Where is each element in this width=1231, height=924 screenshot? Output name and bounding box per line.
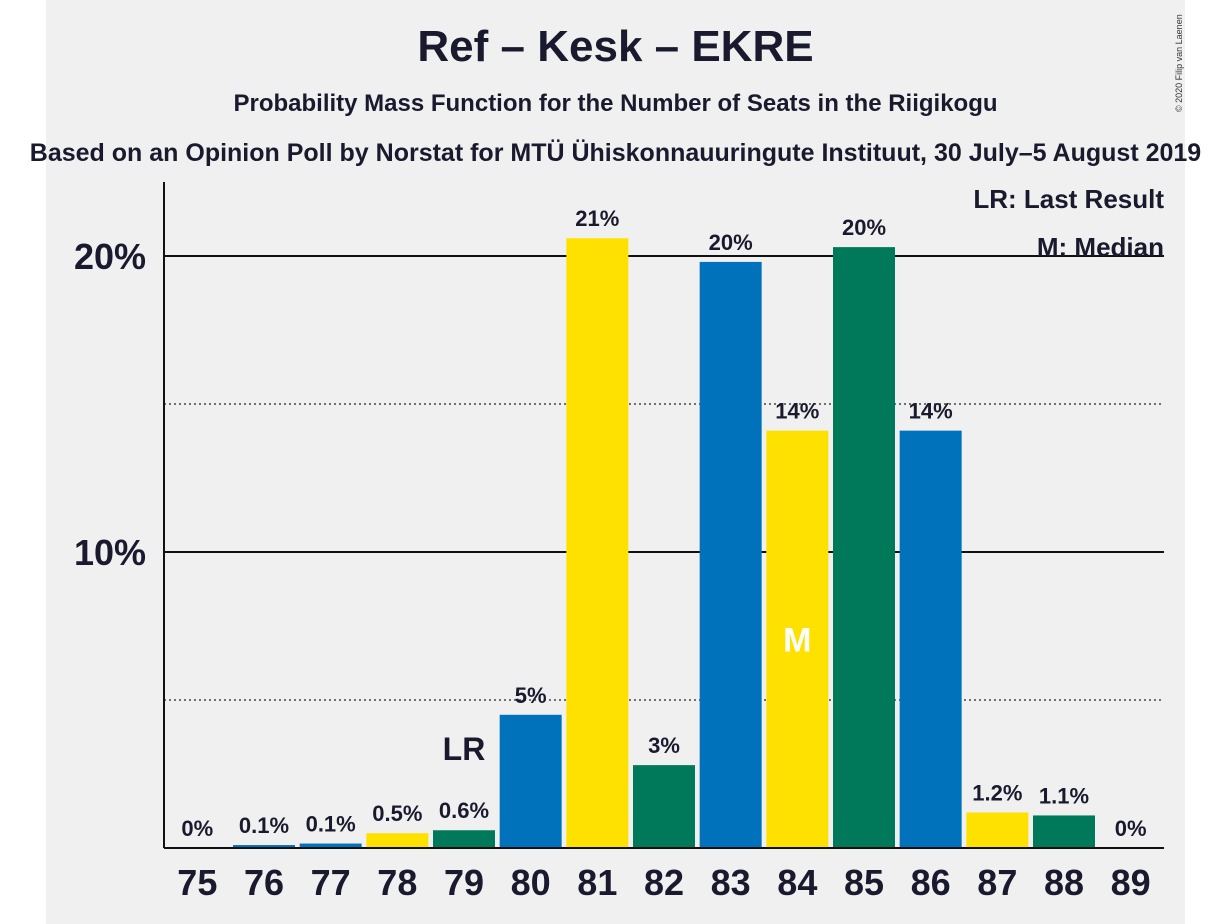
bar xyxy=(499,714,562,848)
x-tick-label: 88 xyxy=(1044,862,1084,903)
bar xyxy=(299,843,362,848)
bar-value-label: 3% xyxy=(648,733,680,758)
x-tick-label: 80 xyxy=(511,862,551,903)
x-tick-label: 78 xyxy=(377,862,417,903)
bar xyxy=(699,261,762,848)
bar-value-label: 21% xyxy=(575,206,619,231)
bar-value-label: 20% xyxy=(709,230,753,255)
x-tick-label: 79 xyxy=(444,862,484,903)
bar-value-label: 20% xyxy=(842,215,886,240)
x-tick-label: 76 xyxy=(244,862,284,903)
bar xyxy=(566,238,629,849)
bar-value-label: 0% xyxy=(181,816,213,841)
x-tick-label: 89 xyxy=(1111,862,1151,903)
bar xyxy=(233,845,295,848)
x-tick-label: 81 xyxy=(577,862,617,903)
bar-value-label: 14% xyxy=(775,399,819,424)
bar-value-label: 14% xyxy=(909,399,953,424)
bar-value-label: 1.2% xyxy=(972,780,1022,805)
last-result-marker: LR xyxy=(443,731,486,767)
x-tick-label: 77 xyxy=(311,862,351,903)
x-tick-label: 84 xyxy=(777,862,817,903)
bar-value-label: 0.5% xyxy=(372,801,422,826)
x-tick-label: 87 xyxy=(977,862,1017,903)
chart-source: Based on an Opinion Poll by Norstat for … xyxy=(29,139,1202,167)
bar-value-label: 0% xyxy=(1115,816,1147,841)
bar-value-label: 1.1% xyxy=(1039,783,1089,808)
x-tick-label: 82 xyxy=(644,862,684,903)
bar xyxy=(766,430,829,848)
bar-value-label: 0.6% xyxy=(439,798,489,823)
bar-value-label: 0.1% xyxy=(239,813,289,838)
median-marker: M xyxy=(783,621,811,659)
y-tick-label: 10% xyxy=(74,532,146,573)
x-tick-label: 85 xyxy=(844,862,884,903)
bar xyxy=(833,247,895,848)
bar xyxy=(966,812,1029,848)
x-tick-label: 83 xyxy=(711,862,751,903)
x-tick-label: 86 xyxy=(911,862,951,903)
bar xyxy=(433,830,495,848)
bar-value-label: 5% xyxy=(515,683,547,708)
x-tick-label: 75 xyxy=(177,862,217,903)
bar xyxy=(366,833,429,848)
y-tick-label: 20% xyxy=(74,236,146,277)
bar-value-label: 0.1% xyxy=(306,812,356,837)
bar xyxy=(633,765,695,848)
legend-median: M: Median xyxy=(1036,232,1164,262)
bar xyxy=(1033,815,1095,848)
chart-subtitle: Probability Mass Function for the Number… xyxy=(233,90,998,117)
legend-last-result: LR: Last Result xyxy=(973,184,1164,214)
chart-title: Ref – Kesk – EKRE xyxy=(417,22,814,71)
bar xyxy=(899,430,962,848)
